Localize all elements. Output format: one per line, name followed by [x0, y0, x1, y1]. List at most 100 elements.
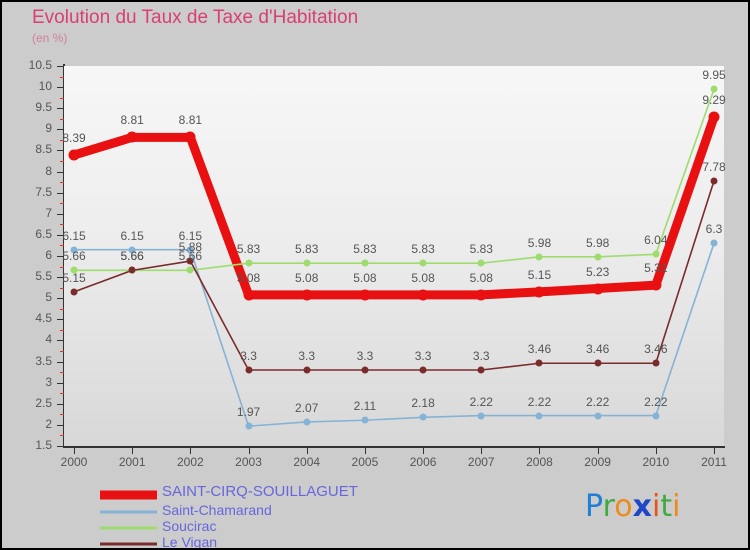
y-axis-label: 10.5 [28, 58, 52, 72]
data-point-label: 2.22 [644, 394, 668, 409]
y-axis-label: 2.5 [35, 395, 52, 410]
data-point [419, 259, 427, 267]
data-point [652, 359, 660, 367]
data-point [245, 422, 253, 430]
y-axis-tick [57, 277, 64, 279]
data-point [710, 177, 718, 185]
y-axis-label: 6.5 [35, 226, 52, 241]
y-axis-label: 4 [45, 332, 52, 347]
data-point-label: 3.3 [298, 349, 316, 363]
data-point [477, 412, 485, 420]
x-axis-tick [481, 447, 483, 454]
x-axis [63, 446, 725, 448]
logo-letter-o: o [614, 489, 633, 524]
data-point [710, 239, 718, 247]
proxiti-logo: Proxiti [585, 489, 680, 524]
y-axis-label: 7.5 [35, 184, 52, 199]
data-point-label: 6.15 [178, 228, 203, 243]
data-point-label: 5.66 [62, 249, 86, 264]
y-axis-tick [57, 298, 64, 300]
data-point-label: 6.15 [62, 228, 86, 243]
data-point-label: 2.22 [527, 394, 552, 409]
x-axis-label: 2007 [467, 455, 495, 469]
data-point-label: 6.3 [705, 222, 723, 237]
data-point [708, 111, 720, 123]
y-axis-minor-tick [60, 76, 64, 78]
data-point-label: 2.22 [585, 394, 610, 409]
data-point [594, 412, 602, 420]
data-point [361, 259, 369, 267]
data-point-label: 3.46 [527, 342, 552, 357]
data-point [70, 246, 78, 254]
data-point [475, 289, 487, 301]
y-axis-minor-tick [60, 372, 64, 374]
y-axis-label: 1.5 [35, 438, 52, 452]
data-point [128, 246, 136, 254]
y-axis-minor-tick [60, 329, 64, 331]
logo-letter-x: x [632, 489, 652, 524]
series-line-2 [73, 88, 715, 272]
y-axis-label: 6 [45, 248, 52, 262]
y-axis-label: 9.5 [35, 100, 52, 115]
data-point-label: 9.29 [702, 93, 726, 108]
data-point-label: 5.98 [527, 235, 552, 250]
data-point [303, 418, 311, 426]
logo-letter-p: P [585, 489, 603, 524]
data-point-label: 5.08 [295, 270, 319, 285]
data-point [359, 289, 371, 301]
x-axis-label: 2001 [118, 455, 146, 469]
data-point-label: 6.15 [120, 228, 144, 243]
legend-swatch [100, 490, 157, 500]
data-point [594, 253, 602, 261]
logo-letter-i1: i [651, 489, 661, 524]
series-line-1 [73, 242, 715, 427]
data-point [301, 289, 313, 301]
data-point [68, 149, 80, 161]
y-axis-label: 5.5 [35, 269, 52, 284]
data-point [361, 416, 369, 424]
data-point-label: 3.3 [356, 349, 374, 363]
y-axis-tick [57, 192, 64, 194]
data-point-label: 8.39 [62, 131, 86, 146]
y-axis-minor-tick [60, 224, 64, 226]
logo-letter-t: t [660, 489, 673, 524]
data-point-label: 1.97 [236, 405, 261, 420]
data-point [650, 279, 662, 291]
y-axis-minor-tick [60, 287, 64, 289]
data-point-label: 6.04 [644, 233, 668, 248]
data-point-label: 7.78 [702, 159, 726, 174]
y-axis-tick [57, 66, 64, 67]
y-axis-minor-tick [60, 118, 64, 120]
data-point-label: 5.83 [353, 242, 377, 257]
data-point [535, 412, 543, 420]
x-axis-tick [132, 447, 134, 454]
x-axis-tick [655, 447, 657, 454]
data-point-label: 5.15 [527, 267, 552, 282]
y-axis-tick [57, 234, 64, 236]
data-point-label: 5.83 [295, 242, 319, 257]
y-axis-label: 10 [38, 79, 52, 94]
x-axis-label: 2003 [235, 455, 262, 469]
data-point [128, 266, 136, 274]
x-axis-label: 2010 [642, 455, 670, 469]
y-axis-label: 5 [45, 290, 52, 305]
legend-swatch [100, 542, 157, 546]
data-point [303, 366, 311, 374]
x-axis-tick [364, 447, 366, 454]
y-axis-label: 4.5 [35, 311, 52, 326]
data-point [592, 283, 604, 294]
data-point-label: 5.31 [644, 261, 668, 276]
data-point [710, 85, 718, 93]
y-axis-tick [57, 361, 64, 363]
x-axis-label: 2002 [177, 455, 204, 469]
data-point [303, 259, 311, 267]
data-point [594, 359, 602, 367]
x-axis-tick [714, 447, 715, 454]
y-axis-minor-tick [60, 393, 64, 395]
y-axis-tick [57, 213, 64, 215]
data-point-label: 2.11 [353, 399, 377, 414]
y-axis-label: 3 [45, 374, 52, 389]
data-point [535, 253, 543, 261]
data-point [361, 366, 369, 374]
